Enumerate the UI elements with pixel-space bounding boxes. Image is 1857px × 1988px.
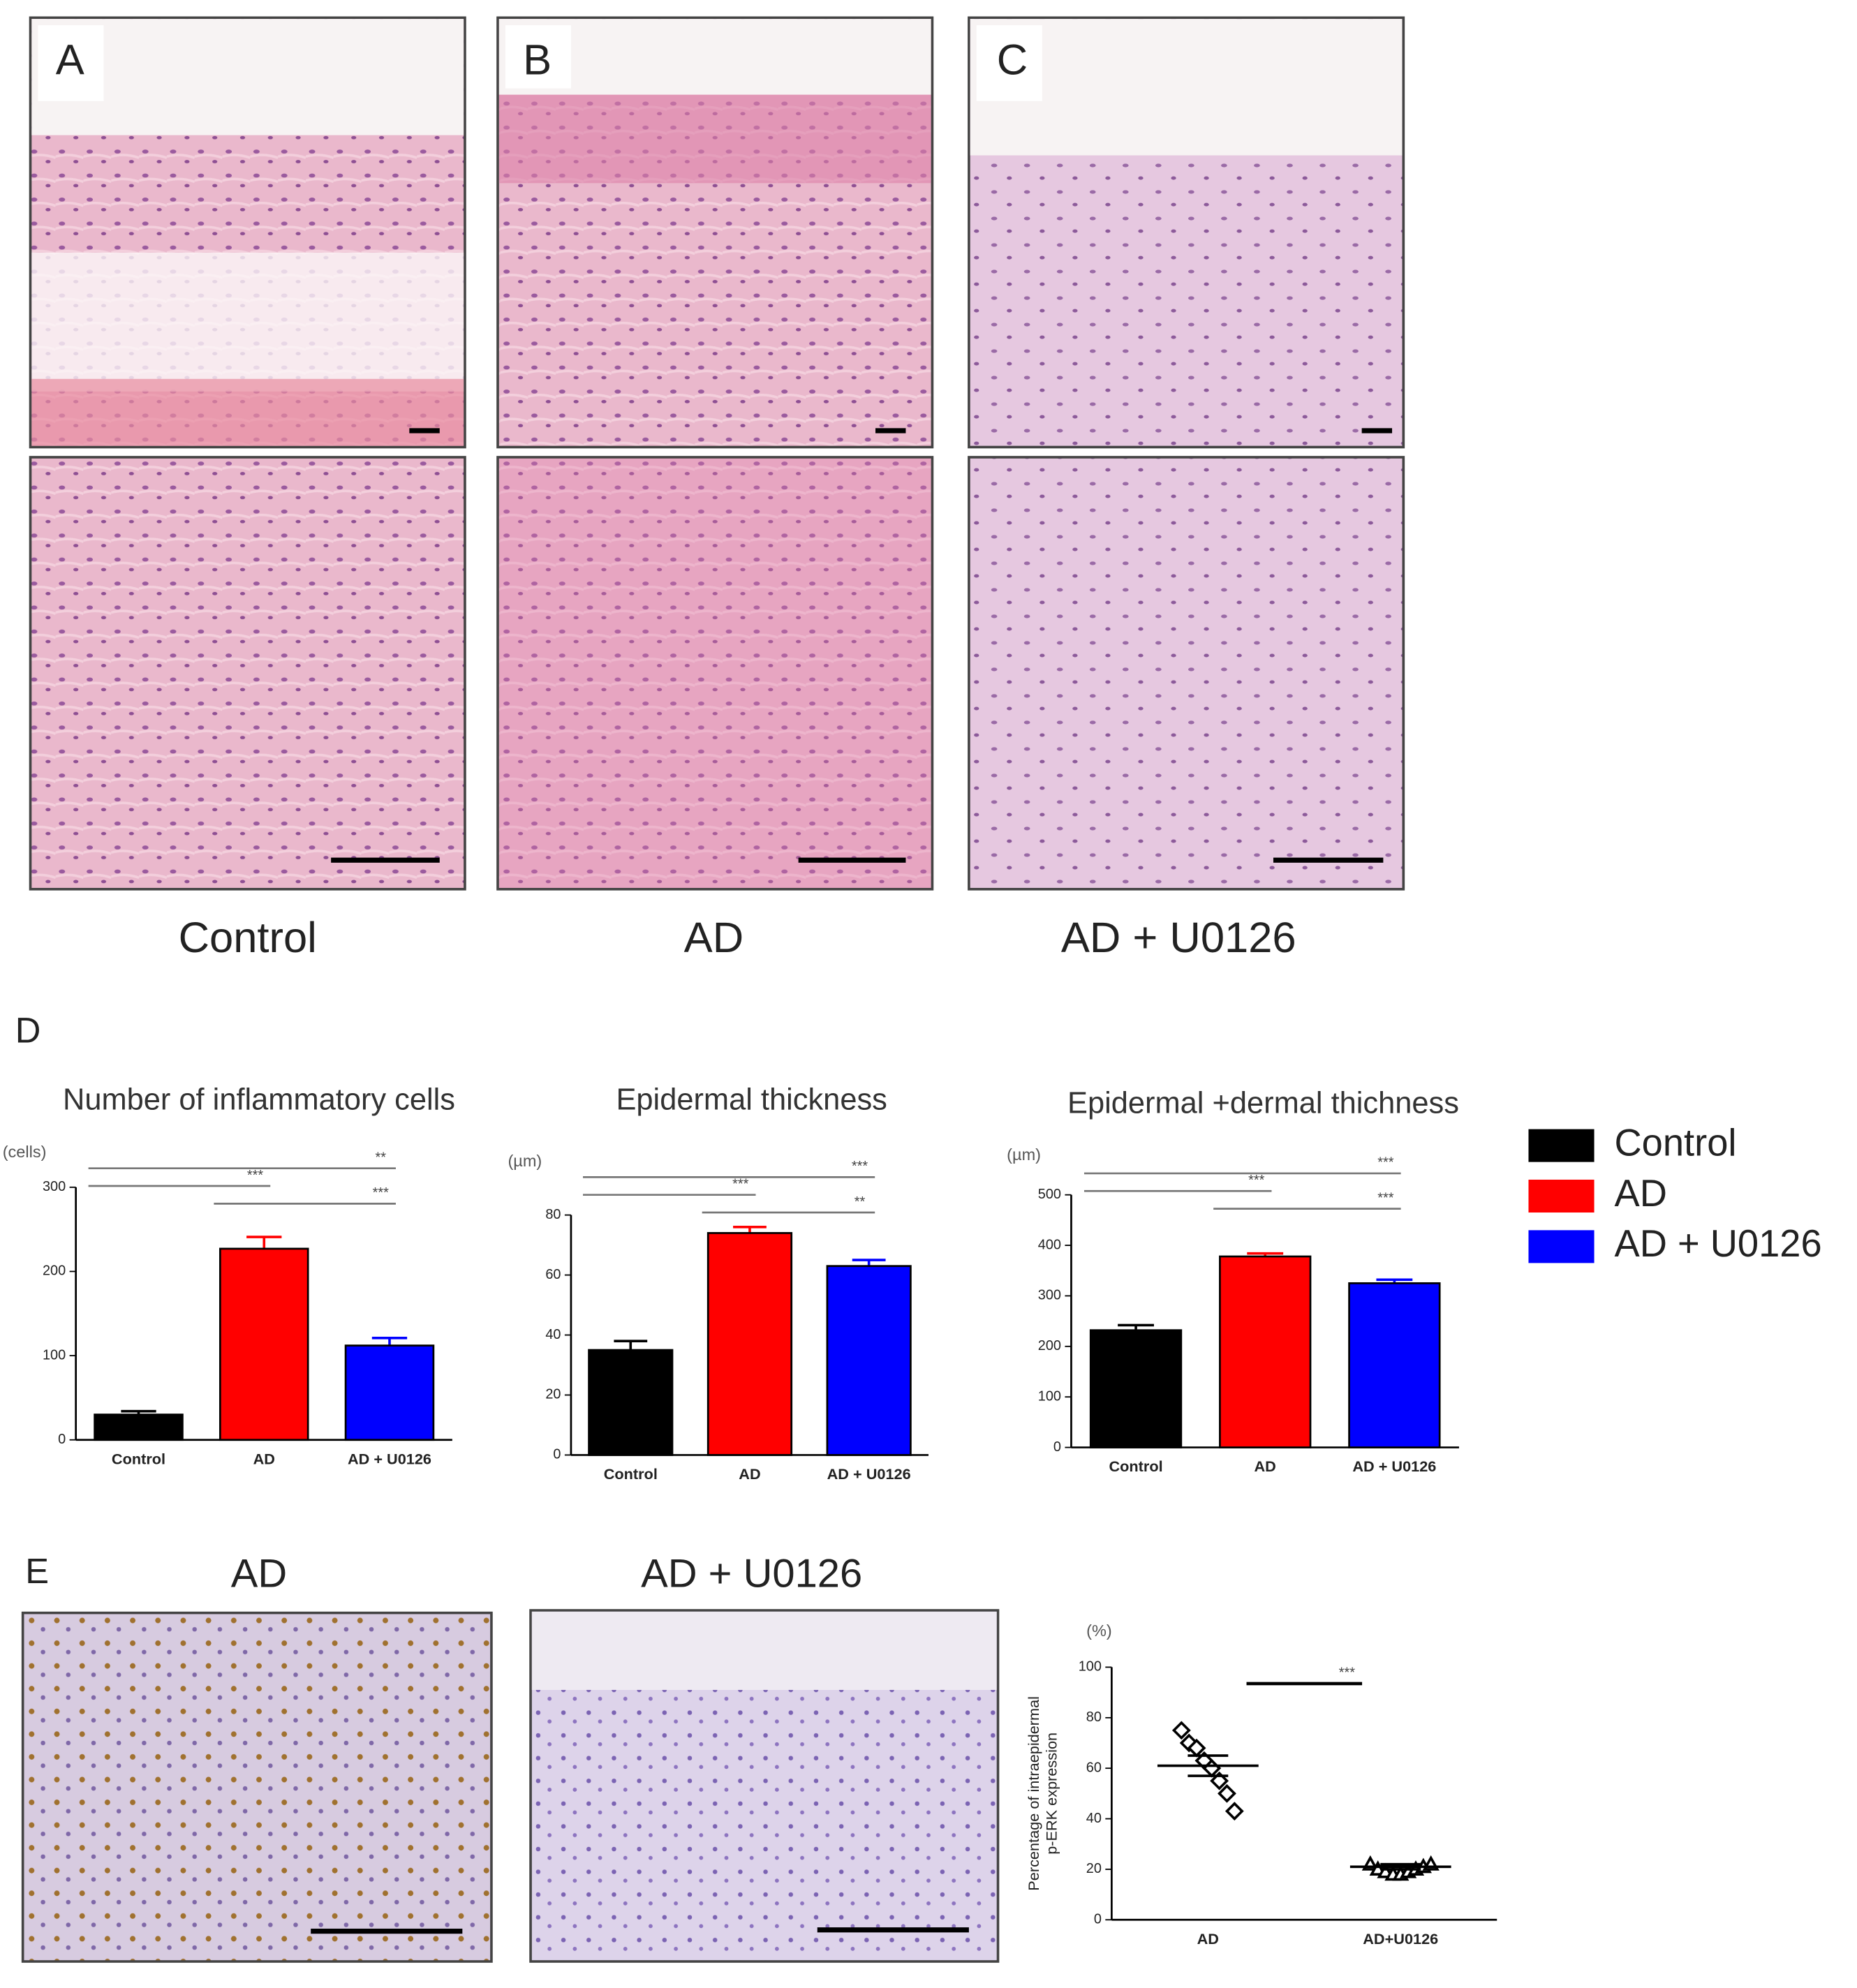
significance-label: *** <box>1339 1666 1355 1681</box>
panel-label: A <box>56 36 84 84</box>
y-tick-label: 500 <box>1038 1187 1061 1202</box>
x-tick-label: AD <box>1255 1457 1276 1475</box>
y-axis-label-line: Percentage of intraepidermal <box>1025 1696 1042 1891</box>
bar <box>344 1344 435 1441</box>
y-axis-label-line: p-ERK expression <box>1042 1733 1060 1855</box>
y-tick-label: 200 <box>43 1263 66 1279</box>
axis-unit: (µm) <box>1007 1145 1041 1164</box>
y-tick-label: 60 <box>545 1267 561 1282</box>
chart: (%) 0 20 40 60 80 100 AD AD+U0126 *** Percentage o… <box>1025 1622 1497 1948</box>
chart: Epidermal thickness (µm) 0 20 40 60 80 Control A… <box>508 1083 928 1483</box>
y-tick-label: 20 <box>1086 1861 1102 1876</box>
image-ad-high <box>496 456 934 891</box>
significance-label: *** <box>852 1159 868 1174</box>
x-tick-label: AD <box>1197 1930 1219 1948</box>
significance-label: ** <box>376 1150 387 1165</box>
y-tick-label: 0 <box>58 1432 66 1447</box>
e-label: AD <box>231 1551 287 1596</box>
x-tick-label: Control <box>604 1465 658 1483</box>
legend-label: AD + U0126 <box>1615 1222 1822 1265</box>
image-e-ad <box>21 1611 493 1963</box>
bar <box>94 1414 184 1441</box>
image-control-high <box>29 456 466 891</box>
axis-unit: (%) <box>1086 1622 1112 1640</box>
y-tick-label: 40 <box>1086 1811 1102 1826</box>
legend-swatch <box>1528 1179 1595 1213</box>
chart-title: Epidermal +dermal thichness <box>1067 1087 1459 1120</box>
chart: Epidermal +dermal thichness (µm) 0 100 200 30… <box>1007 1087 1459 1476</box>
x-tick-label: AD + U0126 <box>348 1450 431 1467</box>
panel-label: D <box>15 1010 41 1050</box>
bar <box>1089 1329 1183 1448</box>
legend-label: Control <box>1615 1121 1737 1164</box>
y-tick-label: 60 <box>1086 1760 1102 1775</box>
axis-unit: (µm) <box>508 1152 542 1170</box>
bar <box>1348 1282 1441 1448</box>
e-label: AD + U0126 <box>641 1551 862 1596</box>
significance-label: ** <box>854 1194 866 1210</box>
scale-bars <box>311 428 1393 1934</box>
bar <box>826 1265 912 1456</box>
y-tick-label: 80 <box>545 1207 561 1222</box>
legend-swatch <box>1528 1230 1595 1263</box>
chart-title: Number of inflammatory cells <box>63 1083 455 1116</box>
y-tick-label: 0 <box>1094 1912 1102 1927</box>
x-tick-label: AD <box>253 1450 275 1467</box>
panel-label: B <box>523 36 552 84</box>
y-tick-label: 80 <box>1086 1709 1102 1725</box>
image-u0126-high <box>968 456 1405 891</box>
y-tick-label: 20 <box>545 1387 561 1402</box>
group-label: Control <box>179 914 317 962</box>
y-tick-label: 100 <box>1079 1659 1102 1675</box>
y-tick-label: 200 <box>1038 1338 1061 1353</box>
group-label: AD <box>684 914 743 962</box>
panel-label: E <box>25 1551 49 1591</box>
y-tick-label: 100 <box>1038 1388 1061 1404</box>
y-tick-label: 0 <box>1053 1439 1061 1455</box>
y-tick-label: 40 <box>545 1327 561 1342</box>
x-tick-label: AD+U0126 <box>1363 1930 1438 1948</box>
label-bg <box>38 25 104 101</box>
x-tick-label: Control <box>112 1450 165 1467</box>
significance-label: *** <box>373 1185 389 1201</box>
significance-label: *** <box>1377 1190 1393 1206</box>
bar <box>219 1247 309 1441</box>
group-label: AD + U0126 <box>1061 914 1296 962</box>
label-bg <box>505 25 571 89</box>
bar <box>588 1349 674 1456</box>
y-tick-label: 100 <box>43 1347 66 1363</box>
bar <box>1219 1255 1312 1448</box>
panel-label: C <box>997 36 1028 84</box>
significance-label: *** <box>247 1168 263 1183</box>
x-tick-label: AD + U0126 <box>827 1465 911 1483</box>
significance-label: *** <box>732 1176 748 1192</box>
y-axis-label: Percentage of intraepidermalp-ERK expres… <box>1025 1696 1060 1891</box>
x-tick-label: Control <box>1109 1457 1162 1475</box>
legend-swatch <box>1528 1129 1595 1162</box>
point <box>1218 1783 1236 1803</box>
x-tick-label: AD + U0126 <box>1352 1457 1436 1475</box>
x-tick-label: AD <box>739 1465 760 1483</box>
significance-label: *** <box>1248 1173 1264 1188</box>
point <box>1171 1721 1191 1740</box>
y-tick-label: 300 <box>1038 1288 1061 1303</box>
y-tick-label: 400 <box>1038 1237 1061 1252</box>
chart-title: Epidermal thickness <box>616 1083 887 1116</box>
y-tick-label: 300 <box>43 1179 66 1194</box>
significance-label: *** <box>1377 1155 1393 1171</box>
chart: Number of inflammatory cells (cells) 0 100 2… <box>3 1083 455 1467</box>
axis-unit: (cells) <box>3 1143 47 1161</box>
y-tick-label: 0 <box>553 1447 561 1462</box>
point <box>1225 1802 1244 1821</box>
label-bg <box>976 25 1042 101</box>
bar <box>706 1232 793 1456</box>
histology-images <box>21 16 1405 1963</box>
legend-label: AD <box>1615 1172 1667 1215</box>
